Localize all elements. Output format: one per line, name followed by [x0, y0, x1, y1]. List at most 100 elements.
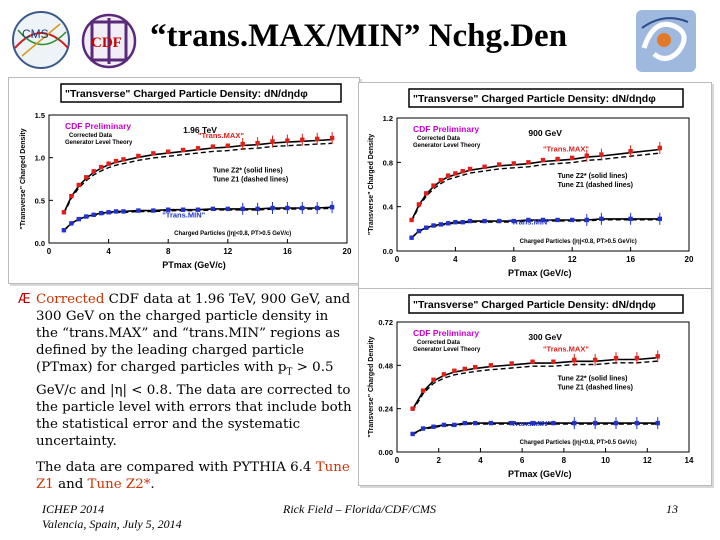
data-point	[420, 388, 426, 393]
data-point	[329, 204, 335, 210]
x-tick-label: 0	[395, 255, 400, 264]
data-point	[634, 355, 640, 361]
data-point	[655, 420, 660, 426]
data-point	[540, 157, 546, 163]
generator-level-label: Generator Level Theory	[65, 140, 133, 146]
data-point	[584, 217, 589, 223]
data-point	[166, 207, 171, 212]
data-point	[136, 153, 141, 159]
page-number: 13	[666, 502, 678, 516]
x-tick-label: 14	[685, 456, 694, 465]
data-point	[225, 206, 230, 212]
x-tick-label: 4	[106, 247, 111, 256]
chart-title: "Transverse" Charged Particle Density: d…	[413, 299, 656, 311]
data-point	[509, 361, 514, 366]
footer-conference: ICHEP 2014 Valencia, Spain, July 5, 2014	[42, 502, 182, 532]
data-point	[452, 368, 457, 373]
data-point	[488, 420, 494, 426]
description-tail: > 0.5 GeV/c and |η| < 0.8. The data are …	[36, 360, 352, 450]
energy-label: 300 GeV	[528, 332, 562, 342]
data-point	[445, 221, 451, 226]
data-point	[285, 138, 290, 143]
svg-text:CMS: CMS	[22, 27, 49, 41]
charged-particles-label: Charged Particles (|η|<0.8, PT>0.5 GeV/c…	[520, 239, 637, 245]
data-point	[592, 357, 598, 363]
energy-label: 900 GeV	[528, 128, 562, 138]
y-tick-label: 0.8	[383, 158, 393, 167]
chart-panel-1960gev: "Transverse" Charged Particle Density: d…	[8, 77, 360, 284]
chart-1960gev: "Transverse" Charged Particle Density: d…	[20, 83, 352, 270]
pt-subscript: T	[286, 368, 293, 379]
y-axis-label: "Transverse" Charged Density	[368, 336, 375, 437]
data-point	[151, 208, 156, 213]
data-point	[526, 217, 531, 223]
corrected-data-label: Corrected Data	[417, 340, 461, 346]
tune-solid-label: Tune Z2* (solid lines)	[558, 376, 628, 383]
x-tick-label: 4	[478, 456, 483, 465]
charged-particles-label: Charged Particles (|η|<0.8, PT>0.5 GeV/c…	[520, 440, 637, 446]
data-point	[613, 420, 619, 426]
data-point	[460, 219, 465, 225]
x-axis-label: PTmax (GeV/c)	[162, 260, 226, 270]
x-tick-label: 12	[223, 247, 232, 256]
tune-solid-label: Tune Z2* (solid lines)	[213, 168, 283, 175]
data-point	[121, 209, 126, 214]
theory-solid-line-min	[412, 422, 658, 435]
data-point	[113, 158, 119, 164]
tune-z1-label: Tune Z1	[36, 459, 350, 492]
data-point	[555, 156, 560, 162]
data-point	[511, 218, 516, 224]
tune-z2-label: Tune Z2*	[87, 476, 151, 492]
data-point	[438, 222, 443, 227]
footer-conference-place: Valencia, Spain, July 5, 2014	[42, 517, 182, 531]
data-point	[416, 202, 422, 207]
data-point	[166, 149, 171, 154]
data-point	[467, 166, 473, 172]
data-point	[431, 183, 436, 188]
data-point	[462, 420, 467, 426]
data-point	[61, 228, 67, 233]
trans-max-label: "Trans.MAX"	[543, 345, 589, 354]
theory-dashed-line-min	[412, 423, 658, 436]
data-point	[572, 357, 577, 363]
plot-frame	[396, 117, 690, 252]
data-point	[424, 191, 429, 196]
data-point	[526, 160, 531, 165]
data-point	[657, 216, 662, 222]
y-tick-label: 0.5	[35, 196, 45, 205]
data-point	[91, 169, 96, 174]
data-point	[180, 147, 186, 153]
data-point	[270, 205, 275, 211]
data-point	[410, 431, 415, 437]
data-point	[315, 136, 320, 142]
generator-level-label: Generator Level Theory	[413, 143, 481, 149]
y-tick-label: 1.5	[35, 111, 45, 120]
data-point	[497, 162, 502, 167]
charged-particles-label: Charged Particles (|η|<0.8, PT>0.5 GeV/c…	[174, 231, 291, 237]
body-text: Æ Corrected CDF data at 1.96 TeV, 900 Ge…	[18, 291, 353, 493]
data-point	[488, 363, 494, 368]
footer-author: Rick Field – Florida/CDF/CMS	[283, 502, 436, 516]
data-point	[151, 151, 156, 156]
data-point	[497, 218, 502, 224]
data-point	[555, 217, 560, 223]
x-tick-label: 0	[395, 456, 400, 465]
data-point	[300, 205, 305, 211]
tune-dashed-label: Tune Z1 (dashed lines)	[213, 177, 288, 184]
data-point	[530, 420, 535, 426]
y-tick-label: 1.0	[35, 154, 45, 163]
cdf-preliminary-label: CDF Preliminary	[413, 328, 479, 338]
trans-max-label: "Trans.MAX"	[543, 144, 589, 153]
data-point	[540, 217, 546, 223]
comparison-paragraph: The data are compared with PYTHIA 6.4 Tu…	[36, 459, 353, 493]
data-point	[628, 216, 633, 222]
x-tick-label: 0	[47, 247, 52, 256]
data-point	[180, 207, 186, 212]
x-tick-label: 4	[453, 255, 458, 264]
x-tick-label: 16	[283, 247, 292, 256]
cdf-logo: CDF	[78, 12, 140, 70]
data-point	[76, 182, 81, 188]
chart-300gev: "Transverse" Charged Particle Density: d…	[368, 294, 694, 479]
data-point	[106, 161, 111, 166]
x-tick-label: 8	[512, 255, 517, 264]
